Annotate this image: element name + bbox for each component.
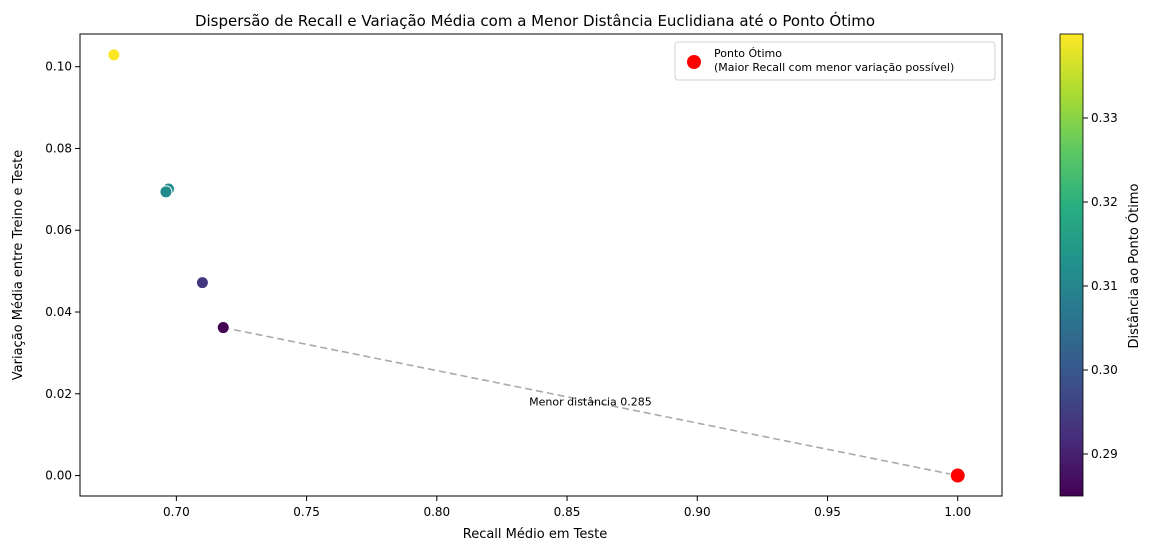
- x-tick-label: 0.90: [684, 505, 711, 519]
- data-point: [216, 321, 230, 335]
- colorbar-tick-label: 0.30: [1091, 363, 1118, 377]
- x-tick-label: 1.00: [944, 505, 971, 519]
- x-tick-label: 0.75: [293, 505, 320, 519]
- chart-title: Dispersão de Recall e Variação Média com…: [195, 11, 875, 30]
- data-point: [195, 276, 209, 290]
- data-point: [159, 185, 173, 199]
- y-tick-label: 0.06: [45, 223, 72, 237]
- plot-area: [79, 33, 1003, 497]
- colorbar-label: Distância ao Ponto Ótimo: [1126, 183, 1142, 348]
- data-points: [107, 48, 230, 335]
- x-axis-label: Recall Médio em Teste: [463, 527, 607, 542]
- colorbar-tick-label: 0.33: [1091, 111, 1118, 125]
- x-tick-label: 0.70: [163, 505, 190, 519]
- optimal-point-marker: [949, 467, 966, 484]
- legend-marker: [686, 54, 702, 70]
- y-axis: 0.00 0.02 0.04 0.06 0.08 0.10: [45, 60, 80, 483]
- legend-label-line1: Ponto Ótimo: [714, 47, 782, 60]
- x-axis: 0.70 0.75 0.80 0.85 0.90 0.95 1.00: [163, 496, 971, 519]
- data-point: [107, 48, 121, 62]
- legend-label-line2: (Maior Recall com menor variação possíve…: [714, 61, 954, 74]
- colorbar-tick-label: 0.32: [1091, 195, 1118, 209]
- y-tick-label: 0.04: [45, 305, 72, 319]
- legend-box: [674, 41, 996, 81]
- legend: Ponto Ótimo (Maior Recall com menor vari…: [674, 41, 996, 81]
- x-tick-label: 0.80: [423, 505, 450, 519]
- distance-annotation: Menor distância 0.285: [529, 396, 652, 409]
- colorbar-tick-label: 0.31: [1091, 279, 1118, 293]
- distance-line: [223, 326, 958, 477]
- colorbar-ticks: 0.29 0.30 0.31 0.32 0.33: [1083, 111, 1118, 461]
- y-axis-label: Variação Média entre Treino e Teste: [11, 150, 26, 380]
- x-tick-label: 0.95: [814, 505, 841, 519]
- colorbar: [1059, 33, 1084, 497]
- y-tick-label: 0.10: [45, 60, 72, 74]
- y-tick-label: 0.02: [45, 387, 72, 401]
- x-tick-label: 0.85: [554, 505, 581, 519]
- y-tick-label: 0.00: [45, 469, 72, 483]
- colorbar-tick-label: 0.29: [1091, 447, 1118, 461]
- y-tick-label: 0.08: [45, 141, 72, 155]
